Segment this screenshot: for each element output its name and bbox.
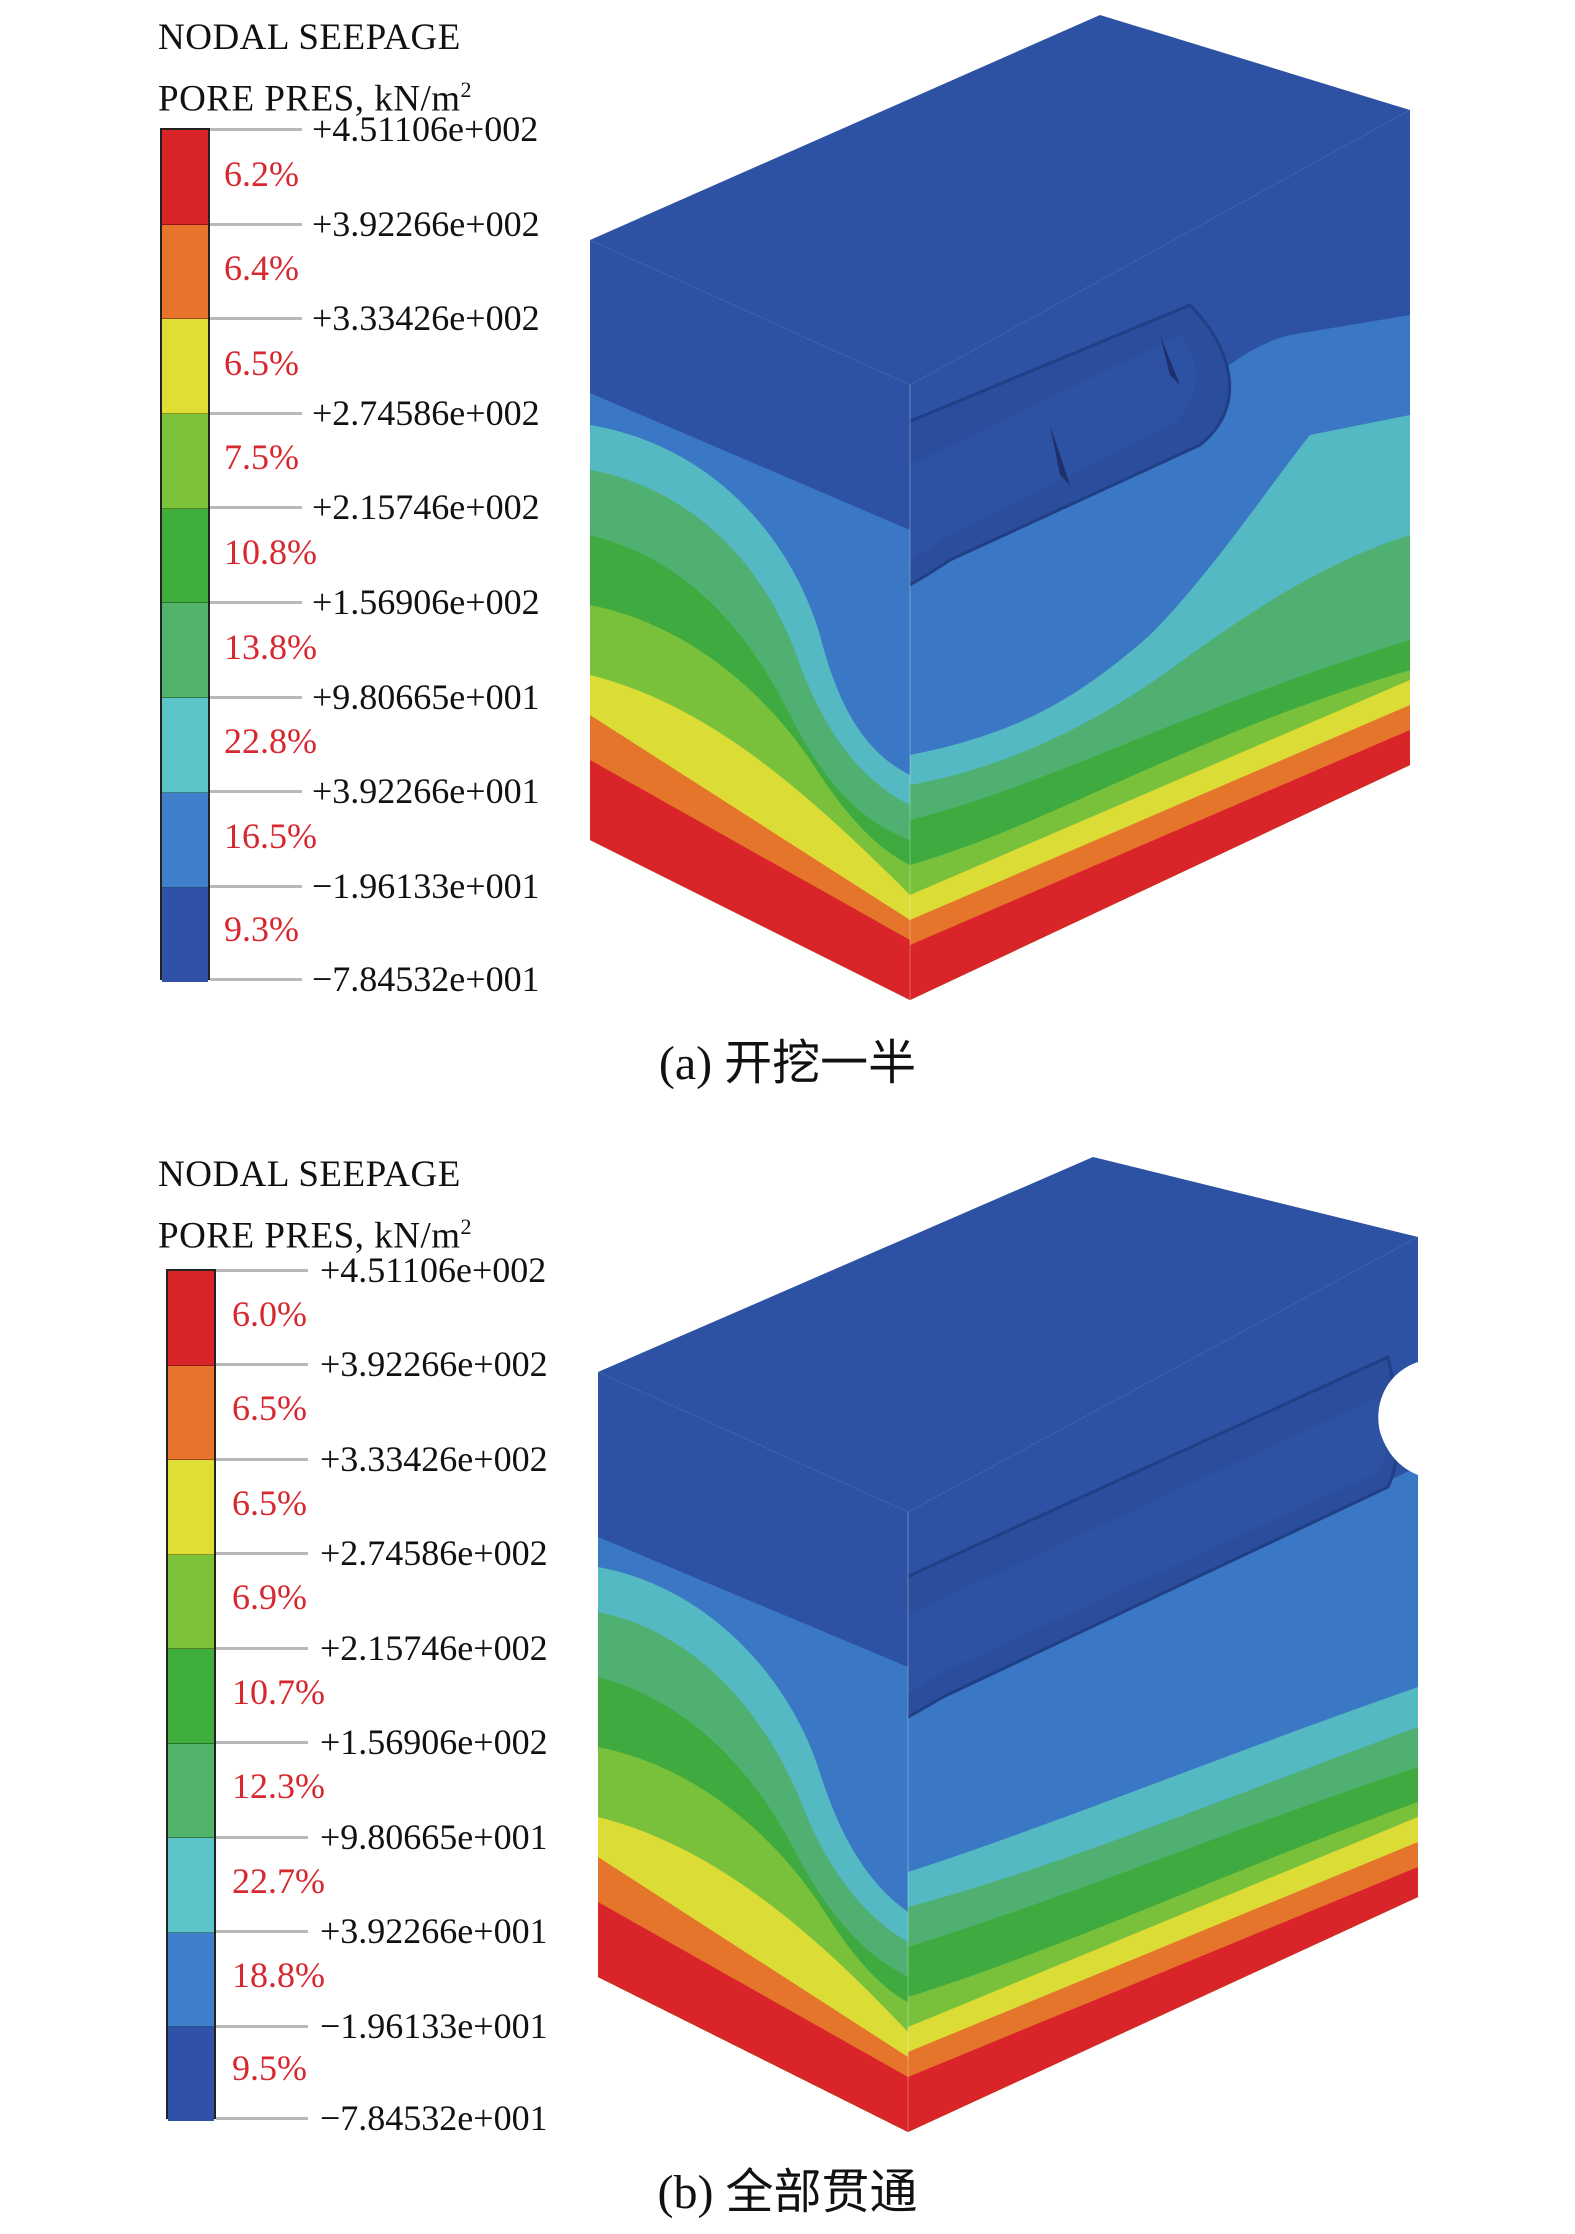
legend-title-line2: PORE PRES, kN/m2 [158, 1201, 472, 1262]
legend-tick-label: +3.92266e+002 [320, 1344, 548, 1384]
legend-tick-label: +3.92266e+001 [320, 1911, 548, 1951]
legend-band-6 [162, 603, 208, 699]
legend-tick-line [216, 1458, 308, 1461]
legend-band-3 [168, 1460, 214, 1555]
color-legend-bar [166, 1269, 216, 2121]
legend-tick-line [210, 506, 302, 509]
legend-tick-label: +9.80665e+001 [320, 1817, 548, 1857]
legend-tick-line [210, 790, 302, 793]
model-side-face [910, 110, 1410, 1000]
legend-band-7 [162, 698, 208, 793]
legend-tick-line [210, 885, 302, 888]
panel-b: NODAL SEEPAGE PORE PRES, kN/m2 +4.51106e… [0, 1117, 1575, 2234]
legend-tick-line [210, 412, 302, 415]
legend-band-1 [168, 1271, 214, 1366]
legend-band-7 [168, 1838, 214, 1933]
legend-band-4 [162, 414, 208, 509]
legend-title-line2: PORE PRES, kN/m2 [158, 64, 472, 125]
legend-percent: 7.5% [224, 437, 299, 477]
legend-tick-line [216, 1552, 308, 1555]
model-top-face [590, 15, 1410, 385]
legend-tick-line [210, 223, 302, 226]
tunnel-opening [1378, 1362, 1418, 1475]
legend-band-5 [168, 1649, 214, 1744]
legend-tick-label: −7.84532e+001 [312, 959, 540, 999]
legend-percent: 22.7% [232, 1861, 325, 1901]
figure-caption: (a) 开挖一半 [658, 1037, 917, 1090]
model-top-face [598, 1157, 1418, 1512]
legend-band-5 [162, 508, 208, 604]
legend-tick-label: +3.33426e+002 [320, 1439, 548, 1479]
legend-tick-line [216, 1647, 308, 1650]
legend-band-8 [168, 1932, 214, 2027]
legend-tick-label: +1.56906e+002 [320, 1722, 548, 1762]
legend-tick-line [216, 2117, 308, 2120]
legend-tick-label: −1.96133e+001 [320, 2006, 548, 2046]
legend-tick-label: +2.15746e+002 [312, 487, 540, 527]
legend-percent: 6.5% [224, 343, 299, 383]
legend-title-line1: NODAL SEEPAGE [158, 17, 461, 58]
legend-tick-label: +3.92266e+002 [312, 204, 540, 244]
legend-band-9 [162, 887, 208, 982]
legend-tick-label: −7.84532e+001 [320, 2098, 548, 2138]
figure-caption: (b) 全部贯通 [657, 2166, 918, 2219]
legend-unit-sup: 2 [460, 1214, 473, 1239]
legend-tick-line [216, 2025, 308, 2028]
legend-tick-label: +3.92266e+001 [312, 771, 540, 811]
legend-band-9 [168, 2027, 214, 2121]
panel-a: NODAL SEEPAGE PORE PRES, kN/m2 +4.51106e… [158, 12, 1410, 1090]
legend-percent: 9.3% [224, 909, 299, 949]
legend-unit-text: PORE PRES, kN/m [158, 1215, 461, 1257]
legend-band-8 [162, 792, 208, 888]
legend-unit-sup: 2 [460, 77, 473, 102]
legend-tick-label: +4.51106e+002 [312, 109, 539, 149]
legend-percent: 12.3% [232, 1766, 325, 1806]
legend-percent: 6.4% [224, 248, 299, 288]
legend-band-2 [162, 224, 208, 320]
legend-percent: 22.8% [224, 721, 317, 761]
legend-tick-line [210, 696, 302, 699]
legend-percent: 13.8% [224, 627, 317, 667]
legend-band-3 [162, 319, 208, 415]
color-legend-bar [160, 128, 210, 982]
legend-tick-line [216, 1269, 308, 1272]
legend-tick-label: +2.15746e+002 [320, 1628, 548, 1668]
legend-percent: 9.5% [232, 2048, 307, 2088]
legend-tick-label: −1.96133e+001 [312, 866, 540, 906]
legend-band-6 [168, 1743, 214, 1838]
legend-tick-line [216, 1836, 308, 1839]
legend-percent: 10.8% [224, 532, 317, 572]
legend-tick-line [216, 1741, 308, 1744]
seepage-model-3d-b [598, 1157, 1418, 2132]
legend-tick-line [216, 1363, 308, 1366]
legend-percent: 6.5% [232, 1483, 307, 1523]
legend-percent: 6.5% [232, 1388, 307, 1428]
legend-percent: 6.2% [224, 154, 299, 194]
legend-percent: 6.0% [232, 1294, 307, 1334]
legend-tick-line [210, 978, 302, 981]
legend-tick-label: +4.51106e+002 [320, 1250, 547, 1290]
legend-percent: 10.7% [232, 1672, 325, 1712]
legend-title: NODAL SEEPAGE PORE PRES, kN/m2 [158, 12, 472, 125]
seepage-model-3d-a [590, 15, 1410, 1000]
legend-band-4 [168, 1554, 214, 1649]
legend-tick-label: +2.74586e+002 [320, 1533, 548, 1573]
legend-band-2 [168, 1365, 214, 1460]
legend-tick-line [210, 128, 302, 131]
legend-tick-label: +3.33426e+002 [312, 298, 540, 338]
legend-percent: 18.8% [232, 1955, 325, 1995]
legend-title-line1: NODAL SEEPAGE [158, 1154, 461, 1195]
legend-band-1 [162, 130, 208, 225]
legend-tick-line [210, 317, 302, 320]
legend-tick-label: +1.56906e+002 [312, 582, 540, 622]
legend-title: NODAL SEEPAGE PORE PRES, kN/m2 [158, 1149, 472, 1262]
legend-percent: 16.5% [224, 816, 317, 856]
legend-tick-label: +9.80665e+001 [312, 677, 540, 717]
legend-tick-label: +2.74586e+002 [312, 393, 540, 433]
legend-unit-text: PORE PRES, kN/m [158, 78, 461, 120]
legend-tick-line [216, 1930, 308, 1933]
legend-percent: 6.9% [232, 1577, 307, 1617]
legend-tick-line [210, 601, 302, 604]
